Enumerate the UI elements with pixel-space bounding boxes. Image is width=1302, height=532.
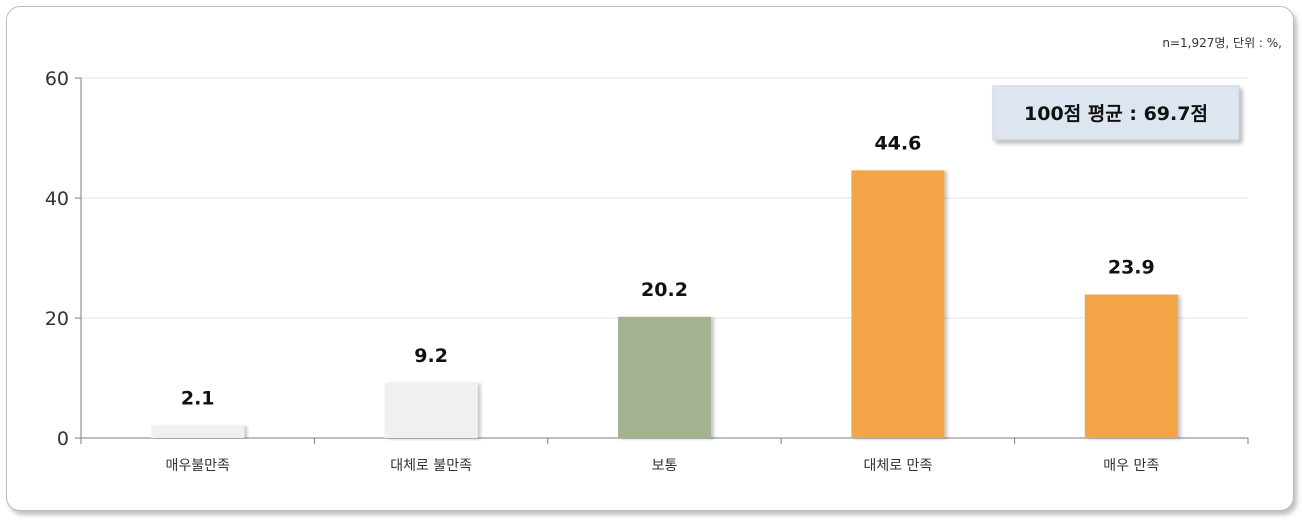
bar (384, 382, 478, 438)
bars (151, 170, 1178, 438)
bar (851, 170, 945, 438)
axes: 0 20 40 60 매우불만족 대체로 불만족 보통 대체로 만족 매우 만족 (45, 68, 1249, 474)
sample-note: n=1,927명, 단위 : %, (1162, 36, 1282, 50)
data-label: 44.6 (874, 132, 921, 154)
y-tick-label: 40 (45, 188, 69, 210)
data-label: 20.2 (641, 279, 688, 301)
data-label: 23.9 (1108, 257, 1155, 279)
bar (151, 425, 245, 438)
x-tick-label: 보통 (652, 458, 678, 474)
y-tick-label: 20 (45, 308, 69, 330)
bar (618, 316, 711, 438)
y-tick-label: 60 (45, 68, 69, 90)
x-tick-label: 대체로 불만족 (390, 458, 472, 474)
x-tick-label: 대체로 만족 (863, 458, 932, 474)
data-labels: 2.1 9.2 20.2 44.6 23.9 (181, 132, 1155, 409)
bar (1084, 294, 1178, 438)
average-callout: 100점 평균 : 69.7점 (992, 85, 1240, 141)
x-tick-label: 매우 만족 (1103, 458, 1159, 474)
average-callout-text: 100점 평균 : 69.7점 (1024, 103, 1208, 125)
y-tick-label: 0 (57, 428, 69, 450)
average-callout-box (992, 85, 1240, 141)
x-tick-label: 매우불만족 (165, 458, 230, 474)
data-label: 9.2 (414, 345, 448, 367)
data-label: 2.1 (181, 387, 215, 409)
